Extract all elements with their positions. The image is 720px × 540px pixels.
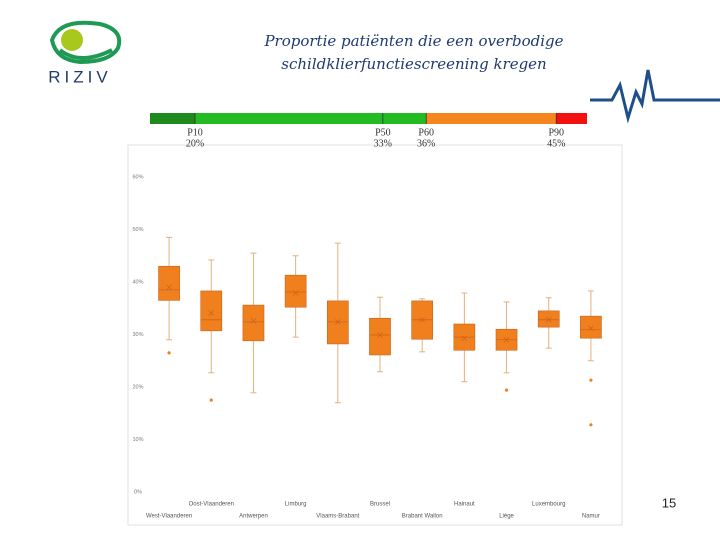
logo-text: RIZIV xyxy=(48,67,111,86)
mean-marker xyxy=(545,317,552,323)
mean-marker xyxy=(292,290,299,296)
mean-marker xyxy=(419,317,425,323)
x-tick-label: Liège xyxy=(499,514,514,520)
box xyxy=(580,315,602,339)
percentile-label: 33% xyxy=(374,138,392,149)
outlier xyxy=(589,378,593,382)
y-tick-label: 10% xyxy=(132,437,143,443)
percentile-name: P90 xyxy=(548,127,564,138)
box xyxy=(158,265,180,301)
x-tick-label: Luxembourg xyxy=(532,502,565,508)
y-tick-label: 40% xyxy=(132,279,143,285)
x-tick-label: Vlaams-Brabant xyxy=(316,514,359,520)
outlier xyxy=(209,398,213,402)
mean-marker xyxy=(166,284,172,290)
mean-marker xyxy=(588,325,594,331)
mean-marker xyxy=(250,318,257,324)
percentile-label: 20% xyxy=(186,138,204,149)
x-tick-label: Limburg xyxy=(285,502,307,508)
heartbeat-decoration xyxy=(590,69,720,124)
percentile-label: 45% xyxy=(547,138,565,149)
percentile-label: 36% xyxy=(417,138,435,149)
logo-swoosh xyxy=(49,20,122,65)
outlier xyxy=(589,423,593,427)
y-tick-label: 50% xyxy=(132,227,143,233)
outlier xyxy=(504,388,509,392)
percentile-name: P10 xyxy=(187,127,203,138)
y-tick-label: 0% xyxy=(134,489,142,495)
chart-title: schildklierfunctiescreening kregen xyxy=(281,55,546,73)
box xyxy=(537,310,560,328)
mean-marker xyxy=(208,310,215,316)
y-tick-label: 60% xyxy=(132,174,143,180)
x-tick-label: Antwerpen xyxy=(239,514,268,520)
x-tick-label: Oost-Vlaanderen xyxy=(189,502,234,508)
x-tick-label: West-Vlaanderen xyxy=(146,514,192,520)
x-tick-label: Brussel xyxy=(370,502,390,508)
box xyxy=(242,304,265,342)
page-number: 15 xyxy=(662,495,676,510)
percentile-segment xyxy=(426,113,557,124)
box xyxy=(284,274,307,308)
logo-swoosh xyxy=(58,48,113,60)
mean-marker xyxy=(377,332,383,338)
y-tick-label: 20% xyxy=(132,384,143,390)
mean-marker xyxy=(461,335,468,341)
percentile-name: P50 xyxy=(375,127,391,138)
logo: RIZIV xyxy=(48,20,122,86)
x-tick-label: Hainaut xyxy=(454,502,475,508)
x-tick-label: Brabant Wallon xyxy=(402,514,443,520)
plot-frame xyxy=(127,144,623,526)
outlier xyxy=(167,351,171,355)
box xyxy=(369,317,391,356)
box xyxy=(200,290,223,332)
y-tick-label: 30% xyxy=(132,332,143,338)
percentile-segment xyxy=(556,113,587,124)
x-tick-label: Namur xyxy=(582,514,600,520)
chart-title: Proportie patiënten die een overbodige xyxy=(263,32,563,50)
mean-marker xyxy=(335,319,341,325)
percentile-segment xyxy=(195,113,427,124)
percentile-segment xyxy=(150,113,195,124)
box xyxy=(326,300,349,345)
logo-dot xyxy=(61,29,83,51)
percentile-name: P60 xyxy=(418,127,434,138)
mean-marker xyxy=(503,337,510,343)
